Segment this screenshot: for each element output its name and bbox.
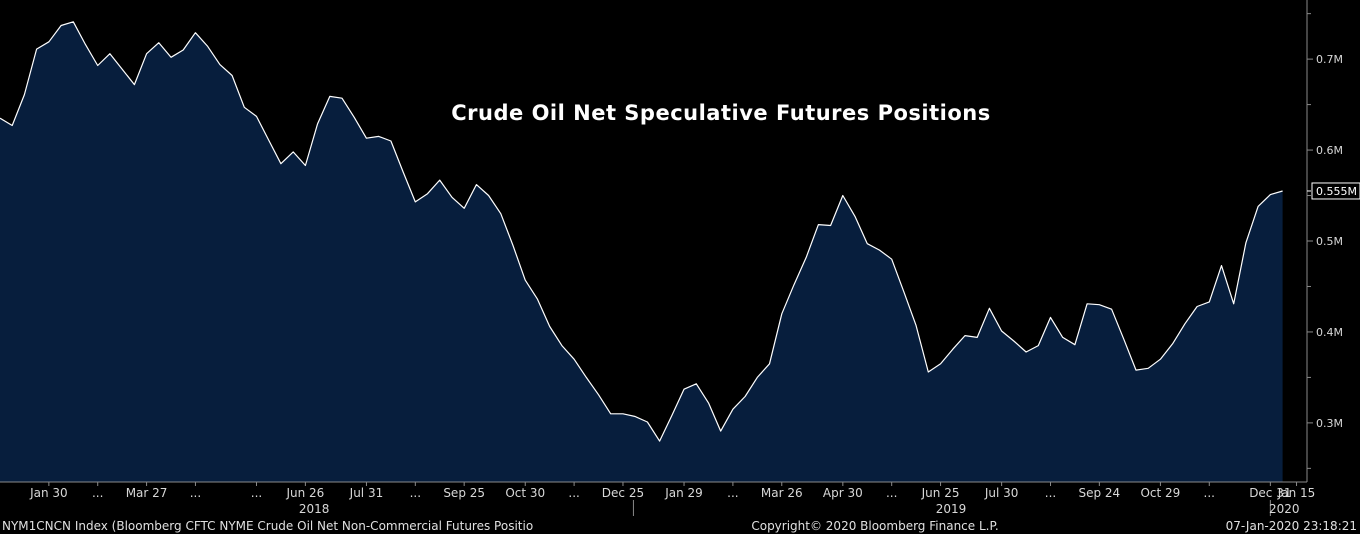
- year-label: 2020: [1269, 502, 1300, 516]
- x-tick-label: ...: [190, 486, 201, 500]
- series-area-fill: [0, 21, 1283, 483]
- y-tick-label: 0.5M: [1316, 235, 1343, 248]
- footer-copyright: Copyright© 2020 Bloomberg Finance L.P.: [751, 519, 998, 533]
- year-label: 2019: [936, 502, 967, 516]
- plot-area: [0, 21, 1283, 483]
- x-tick-label: Mar 27: [126, 486, 168, 500]
- y-tick-label: 0.6M: [1316, 144, 1343, 157]
- x-tick-label: Sep 25: [443, 486, 485, 500]
- x-tick-label: Jan 15: [1277, 486, 1316, 500]
- footer: NYM1CNCN Index (Bloomberg CFTC NYME Crud…: [2, 519, 1357, 533]
- x-tick-label: ...: [410, 486, 421, 500]
- x-tick-label: Sep 24: [1078, 486, 1120, 500]
- last-value-label: 0.555M: [1316, 185, 1357, 198]
- x-tick-label: ...: [568, 486, 579, 500]
- x-tick-label: Jun 26: [285, 486, 324, 500]
- x-tick-label: Jul 30: [984, 486, 1019, 500]
- x-tick-label: ...: [251, 486, 262, 500]
- y-tick-label: 0.3M: [1316, 417, 1343, 430]
- footer-timestamp: 07-Jan-2020 23:18:21: [1226, 519, 1357, 533]
- chart-title: Crude Oil Net Speculative Futures Positi…: [451, 101, 990, 125]
- x-tick-label: Oct 29: [1140, 486, 1180, 500]
- year-label: 2018: [299, 502, 330, 516]
- footer-ticker-description: NYM1CNCN Index (Bloomberg CFTC NYME Crud…: [2, 519, 533, 533]
- x-tick-label: ...: [1045, 486, 1056, 500]
- x-tick-label: ...: [886, 486, 897, 500]
- x-tick-label: Dec 25: [602, 486, 644, 500]
- x-tick-label: ...: [1204, 486, 1215, 500]
- x-tick-label: Jan 29: [664, 486, 703, 500]
- x-tick-label: ...: [92, 486, 103, 500]
- x-tick-label: ...: [727, 486, 738, 500]
- last-value-box: [1311, 182, 1360, 200]
- x-tick-label: Jul 31: [349, 486, 384, 500]
- axes: 0.3M 0.4M 0.5M 0.6M 0.7M Jan 30... Mar 27.....…: [0, 0, 1360, 516]
- x-tick-label: Jan 30: [29, 486, 68, 500]
- x-tick-label: Jun 25: [921, 486, 960, 500]
- x-tick-label: Oct 30: [505, 486, 545, 500]
- series-line: [0, 21, 1283, 442]
- y-tick-label: 0.4M: [1316, 326, 1343, 339]
- x-tick-label: Mar 26: [761, 486, 803, 500]
- y-tick-label: 0.7M: [1316, 53, 1343, 66]
- x-tick-label: Dec 31: [1249, 486, 1291, 500]
- x-tick-label: Apr 30: [823, 486, 863, 500]
